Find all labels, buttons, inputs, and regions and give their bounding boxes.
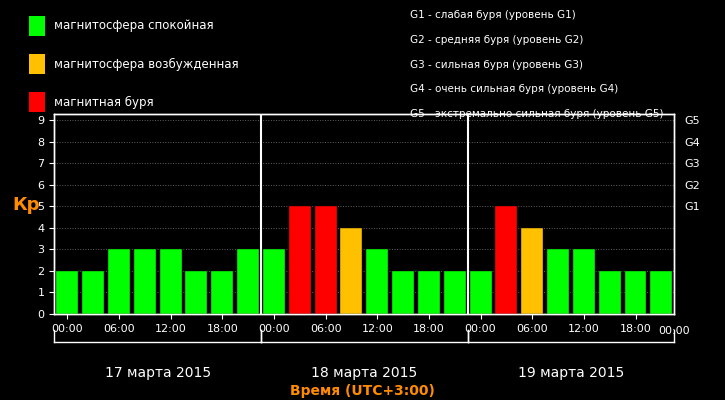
Bar xyxy=(650,271,672,314)
Bar xyxy=(470,271,492,314)
Bar xyxy=(82,271,104,314)
Text: 00:00: 00:00 xyxy=(658,326,690,336)
Text: G4 - очень сильная буря (уровень G4): G4 - очень сильная буря (уровень G4) xyxy=(410,84,618,94)
Bar xyxy=(57,271,78,314)
Bar xyxy=(366,250,388,314)
Bar xyxy=(444,271,465,314)
Text: магнитная буря: магнитная буря xyxy=(54,96,153,108)
Text: G1 - слабая буря (уровень G1): G1 - слабая буря (уровень G1) xyxy=(410,10,576,20)
Bar xyxy=(547,250,569,314)
Bar xyxy=(599,271,621,314)
Text: Время (UTC+3:00): Время (UTC+3:00) xyxy=(290,384,435,398)
Bar xyxy=(495,206,518,314)
Bar xyxy=(289,206,311,314)
Text: 19 марта 2015: 19 марта 2015 xyxy=(518,366,624,380)
Bar xyxy=(211,271,233,314)
Bar xyxy=(134,250,156,314)
Bar xyxy=(392,271,414,314)
Text: 18 марта 2015: 18 марта 2015 xyxy=(311,366,418,380)
Bar xyxy=(521,228,543,314)
Text: магнитосфера возбужденная: магнитосфера возбужденная xyxy=(54,58,239,70)
Bar xyxy=(624,271,647,314)
Text: магнитосфера спокойная: магнитосфера спокойная xyxy=(54,20,213,32)
Bar xyxy=(108,250,130,314)
Bar xyxy=(160,250,181,314)
Bar xyxy=(341,228,362,314)
Text: G2 - средняя буря (уровень G2): G2 - средняя буря (уровень G2) xyxy=(410,35,583,45)
Text: 17 марта 2015: 17 марта 2015 xyxy=(104,366,211,380)
Text: G3 - сильная буря (уровень G3): G3 - сильная буря (уровень G3) xyxy=(410,60,583,70)
Text: G5 - экстремально сильная буря (уровень G5): G5 - экстремально сильная буря (уровень … xyxy=(410,109,663,119)
Bar xyxy=(418,271,440,314)
Y-axis label: Кр: Кр xyxy=(12,196,40,214)
Bar xyxy=(573,250,594,314)
Bar xyxy=(315,206,336,314)
Bar xyxy=(186,271,207,314)
Bar xyxy=(263,250,285,314)
Bar xyxy=(237,250,259,314)
